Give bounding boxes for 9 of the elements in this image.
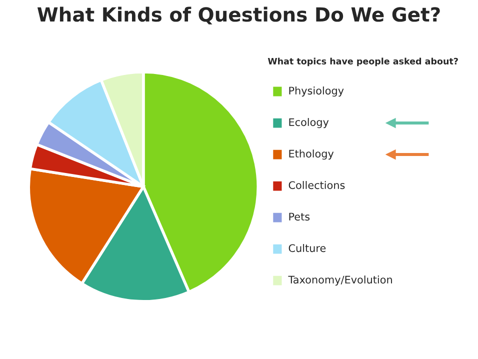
legend-label: Pets	[289, 212, 310, 221]
chart-title: What Kinds of Questions Do We Get?	[37, 6, 440, 24]
legend-label: Collections	[288, 181, 345, 190]
legend-label: Taxonomy/Evolution	[288, 276, 392, 286]
legend-title: What topics have people asked about?	[268, 58, 458, 66]
legend-label: Ecology	[289, 118, 329, 128]
legend-label: Culture	[288, 244, 326, 252]
legend-label: Physiology	[289, 86, 344, 97]
legend-label: Ethology	[289, 150, 334, 160]
